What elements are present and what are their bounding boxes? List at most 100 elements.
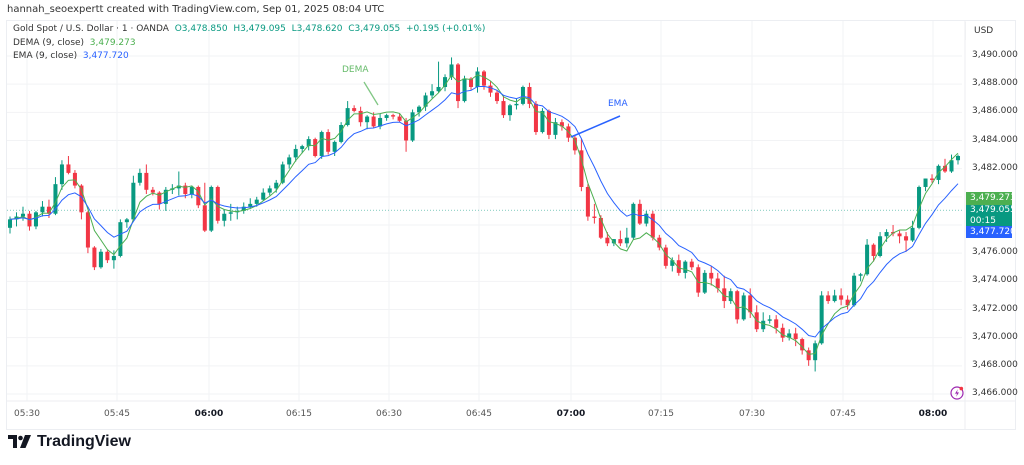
candle-body — [228, 212, 233, 214]
candle-body — [605, 237, 610, 244]
chart-frame — [6, 20, 1016, 430]
candle-body — [79, 185, 84, 213]
candle-body — [514, 103, 519, 106]
candle-body — [774, 319, 779, 328]
candle-body — [910, 227, 915, 241]
ohlc-close: C3,479.055 — [348, 24, 401, 34]
candle-body — [456, 64, 461, 102]
candle-body — [832, 295, 837, 302]
candle-body — [92, 247, 97, 268]
ohlc-change: +0.195 (+0.01%) — [406, 24, 486, 34]
candle-body — [209, 186, 214, 231]
candle-body — [676, 260, 681, 273]
candle-body — [650, 213, 655, 238]
candle-body — [222, 213, 227, 221]
candle-body — [261, 192, 266, 200]
candle-body — [430, 91, 435, 96]
time-tick-label: 05:45 — [104, 409, 130, 419]
chart-legend: Gold Spot / U.S. Dollar · 1 · OANDA O3,4… — [13, 23, 485, 64]
legend-symbol-row: Gold Spot / U.S. Dollar · 1 · OANDA O3,4… — [13, 23, 485, 37]
candle-body — [722, 288, 727, 302]
candle-body — [793, 333, 798, 340]
candle-body — [572, 137, 577, 151]
price-tick-label: 3,476.000 — [972, 247, 1018, 258]
candle-body — [871, 244, 876, 256]
candle-body — [670, 260, 675, 266]
candle-body — [923, 178, 928, 187]
candle-body — [943, 165, 948, 172]
candle-body — [46, 206, 51, 214]
candle-body — [72, 172, 77, 186]
ema-annotation-line — [570, 115, 621, 138]
candle-body — [813, 343, 818, 361]
candle-body — [767, 319, 772, 321]
candle-body — [131, 182, 136, 220]
ema-price-tag: 3,477.720 — [966, 226, 1016, 238]
price-tick-label: 3,466.000 — [972, 388, 1018, 398]
candle-body — [423, 95, 428, 107]
candle-body — [462, 78, 467, 102]
candle-body — [787, 333, 792, 338]
symbol-name[interactable]: Gold Spot / U.S. Dollar · 1 · OANDA — [13, 24, 169, 34]
candle-body — [624, 237, 629, 244]
candle-body — [501, 101, 506, 116]
time-tick-label: 07:00 — [556, 409, 586, 419]
time-tick-label: 07:15 — [648, 409, 674, 419]
candle-body — [371, 116, 376, 127]
candle-body — [157, 192, 162, 204]
candle-body — [689, 261, 694, 268]
candle-body — [176, 185, 181, 189]
candle-body — [241, 206, 246, 211]
price-tick-label: 3,472.000 — [972, 303, 1018, 314]
candle-body — [111, 255, 116, 261]
legend-ema-row[interactable]: EMA (9, close) 3,477.720 — [13, 50, 485, 64]
candle-body — [748, 295, 753, 313]
last-price-tag: 3,479.055 00:15 — [966, 205, 1016, 226]
price-tick-label: 3,488.000 — [972, 78, 1018, 89]
candle-body — [85, 212, 90, 248]
candle-body — [852, 275, 857, 306]
legend-dema-row[interactable]: DEMA (9, close) 3,479.273 — [13, 37, 485, 51]
price-tick-label: 3,484.000 — [972, 134, 1018, 145]
candle-body — [59, 164, 64, 185]
candle-body — [202, 205, 207, 231]
ema-line — [9, 85, 959, 338]
candle-body — [488, 85, 493, 93]
candle-body — [540, 110, 545, 133]
lightning-alert-icon[interactable] — [950, 386, 964, 400]
candle-body — [319, 132, 324, 156]
candle-body — [611, 239, 616, 244]
candle-body — [800, 339, 805, 351]
candle-body — [598, 217, 603, 238]
candle-body — [248, 203, 253, 207]
candle-body — [579, 150, 584, 187]
candle-body — [274, 182, 279, 189]
candle-body — [546, 110, 551, 135]
candle-body — [124, 219, 129, 223]
chart-credit: hannah_seoexpertt created with TradingVi… — [7, 4, 385, 15]
candle-body — [735, 291, 740, 320]
candle-body — [280, 164, 285, 183]
candle-body — [254, 199, 259, 204]
tradingview-logo[interactable]: TradingView — [8, 433, 131, 451]
currency-label[interactable]: USD — [965, 22, 1013, 40]
time-tick-label: 06:00 — [194, 409, 224, 419]
candle-body — [7, 219, 13, 228]
candle-body — [436, 86, 441, 92]
candle-body — [696, 267, 701, 293]
candle-body — [358, 110, 363, 123]
candle-body — [728, 291, 733, 302]
candle-body — [98, 251, 103, 268]
candle-body — [378, 117, 383, 127]
candle-body — [715, 278, 720, 289]
ohlc-low: L3,478.620 — [291, 24, 343, 34]
candle-body — [494, 92, 499, 102]
dema-value: 3,479.273 — [89, 37, 136, 48]
candle-body — [300, 146, 305, 149]
candle-body — [33, 212, 38, 227]
candle-body — [469, 78, 474, 87]
candle-body — [904, 236, 909, 241]
candle-body — [332, 141, 337, 152]
candle-body — [410, 112, 415, 141]
